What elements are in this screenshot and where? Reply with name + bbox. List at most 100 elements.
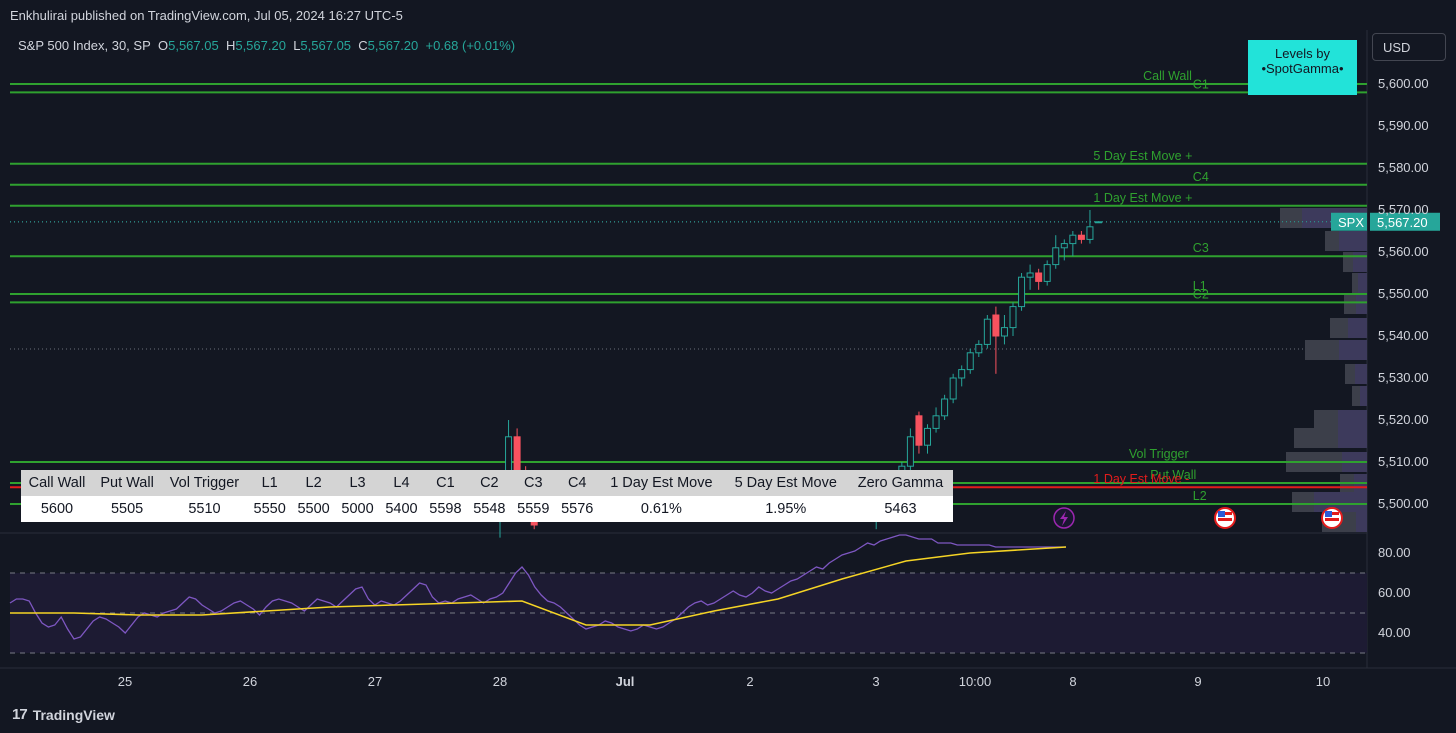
price-tick-label: 5,500.00 xyxy=(1378,496,1429,511)
table-header-5: L3 xyxy=(335,470,380,496)
symbol-label[interactable]: S&P 500 Index, 30, SP xyxy=(18,38,151,53)
flag-stripe xyxy=(1218,518,1232,521)
table-header-1: Put Wall xyxy=(92,470,162,496)
price-tick-label: 5,550.00 xyxy=(1378,286,1429,301)
level-label: 5 Day Est Move + xyxy=(1093,149,1192,163)
volume-profile-bar xyxy=(1330,318,1348,338)
candle-body xyxy=(966,352,974,371)
price-tick-label: 5,530.00 xyxy=(1378,370,1429,385)
volume-profile-bar xyxy=(1345,364,1355,384)
candle-body xyxy=(1000,327,1008,337)
table-cell-3: 5550 xyxy=(247,496,292,522)
grid xyxy=(0,30,1456,669)
flag-stripe xyxy=(1325,518,1339,521)
high-value: 5,567.20 xyxy=(235,38,286,53)
table-header-13: Zero Gamma xyxy=(847,470,953,496)
candle-body xyxy=(924,427,931,446)
low-label: L xyxy=(293,38,301,53)
volume-profile-bar xyxy=(1352,386,1360,406)
time-tick-label: 10:00 xyxy=(959,674,992,689)
low-value: 5,567.05 xyxy=(300,38,352,53)
table-header-row: Call Wall Put Wall Vol Trigger L1 L2 L3 L4 C1 C2… xyxy=(21,470,953,496)
table-cell-12: 1.95% xyxy=(723,496,848,522)
table-cell-9: 5559 xyxy=(511,496,556,522)
currency-button[interactable]: USD xyxy=(1372,33,1446,61)
flag-canton xyxy=(1218,511,1225,517)
table-header-10: C4 xyxy=(555,470,600,496)
volume-profile-bar xyxy=(1355,364,1367,384)
candle-body xyxy=(1069,234,1077,245)
candle-body xyxy=(949,377,957,400)
table-cell-10: 5576 xyxy=(555,496,600,522)
rsi-tick-label: 80.00 xyxy=(1378,545,1411,560)
table-cell-11: 0.61% xyxy=(599,496,724,522)
level-label: C1 xyxy=(1193,77,1209,91)
rsi-tick-label: 60.00 xyxy=(1378,585,1411,600)
candle-body xyxy=(1009,306,1017,329)
rsi-tick-label: 40.00 xyxy=(1378,625,1411,640)
volume-profile-bar xyxy=(1352,273,1358,293)
price-axis[interactable]: 5,500.00 5,510.00 5,520.00 5,530.00 5,540.00… xyxy=(1378,76,1429,511)
volume-profile-bar xyxy=(1344,294,1356,314)
table-cell-6: 5400 xyxy=(379,496,424,522)
time-tick-label: 27 xyxy=(368,674,382,689)
volume-profile-bar xyxy=(1356,294,1367,314)
price-tick-label: 5,570.00 xyxy=(1378,202,1429,217)
volume-profile-bar xyxy=(1353,252,1367,272)
price-tick-label: 5,590.00 xyxy=(1378,118,1429,133)
candle-body xyxy=(983,318,991,345)
table-cell-1: 5505 xyxy=(92,496,162,522)
rsi-panel: 40.00 60.00 80.00 xyxy=(9,534,1411,654)
candle-body xyxy=(1077,234,1085,240)
price-tag-symbol-bg xyxy=(1331,212,1367,231)
table-header-11: 1 Day Est Move xyxy=(599,470,724,496)
publisher-line: Enkhulirai published on TradingView.com,… xyxy=(10,8,403,23)
time-axis[interactable]: 25 26 27 28 Jul 2 3 10:00 8 9 10 xyxy=(118,674,1330,689)
candle-body xyxy=(932,415,940,429)
time-tick-label: 25 xyxy=(118,674,132,689)
candle-body xyxy=(1052,247,1060,266)
volume-profile-bar xyxy=(1294,428,1338,448)
table-cell-13: 5463 xyxy=(847,496,953,522)
flag-canton xyxy=(1325,511,1332,517)
candle-body xyxy=(513,436,521,476)
volume-profile-bar xyxy=(1339,340,1367,360)
candle-body xyxy=(1018,276,1026,308)
candle-body xyxy=(1060,243,1068,249)
high-label: H xyxy=(225,38,236,53)
volume-profile-bar xyxy=(1314,492,1367,512)
time-tick-label: 10 xyxy=(1316,674,1330,689)
price-tag-value-bg xyxy=(1370,212,1440,231)
volume-profile-bar xyxy=(1280,208,1302,228)
time-tick-label: 9 xyxy=(1194,674,1201,689)
volume-profile-bar xyxy=(1305,340,1339,360)
close-value: 5,567.20 xyxy=(367,38,419,53)
event-markers[interactable] xyxy=(1053,507,1343,529)
table-cell-5: 5000 xyxy=(335,496,380,522)
time-tick-label: Jul xyxy=(616,674,635,689)
price-tick-label: 5,600.00 xyxy=(1378,76,1429,91)
candle-body xyxy=(1043,264,1051,282)
candle-body xyxy=(941,398,949,417)
candle-body xyxy=(1086,226,1094,240)
table-row: 5600 5505 5510 5550 5500 5000 5400 5598 5548 5559… xyxy=(21,496,953,522)
table-header-8: C2 xyxy=(467,470,512,496)
price-tick-label: 5,540.00 xyxy=(1378,328,1429,343)
level-label: C4 xyxy=(1193,170,1209,184)
level-label: C2 xyxy=(1193,287,1209,301)
brand-label: TradingView xyxy=(32,706,115,723)
tradingview-logo-icon: 17 xyxy=(12,706,28,723)
candles: SPX 5,567.20 xyxy=(10,210,1440,538)
volume-profile-bar xyxy=(1325,231,1339,251)
tradingview-brand[interactable]: 17 TradingView xyxy=(12,706,115,723)
table-header-6: L4 xyxy=(379,470,424,496)
open-label: O xyxy=(157,38,169,53)
change-value: +0.68 (+0.01%) xyxy=(425,38,516,53)
levels-table: Call Wall Put Wall Vol Trigger L1 L2 L3 L4 C1 C2… xyxy=(21,470,953,522)
level-label: Vol Trigger xyxy=(1129,447,1189,461)
price-tag-value: 5,567.20 xyxy=(1377,215,1428,230)
price-tick-label: 5,580.00 xyxy=(1378,160,1429,175)
level-label: L2 xyxy=(1193,489,1207,503)
volume-profile-bar xyxy=(1356,512,1367,532)
